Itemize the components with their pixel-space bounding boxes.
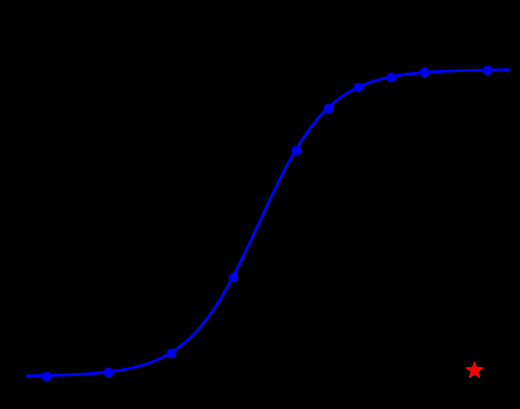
Point	[354, 84, 362, 91]
Point	[42, 372, 50, 379]
Point	[483, 67, 491, 73]
Point	[166, 349, 175, 356]
Point	[420, 69, 428, 76]
Point	[387, 74, 395, 80]
Point	[229, 273, 237, 280]
Point	[104, 369, 112, 375]
Point	[470, 367, 478, 373]
Point	[324, 105, 332, 111]
Point	[291, 147, 300, 154]
